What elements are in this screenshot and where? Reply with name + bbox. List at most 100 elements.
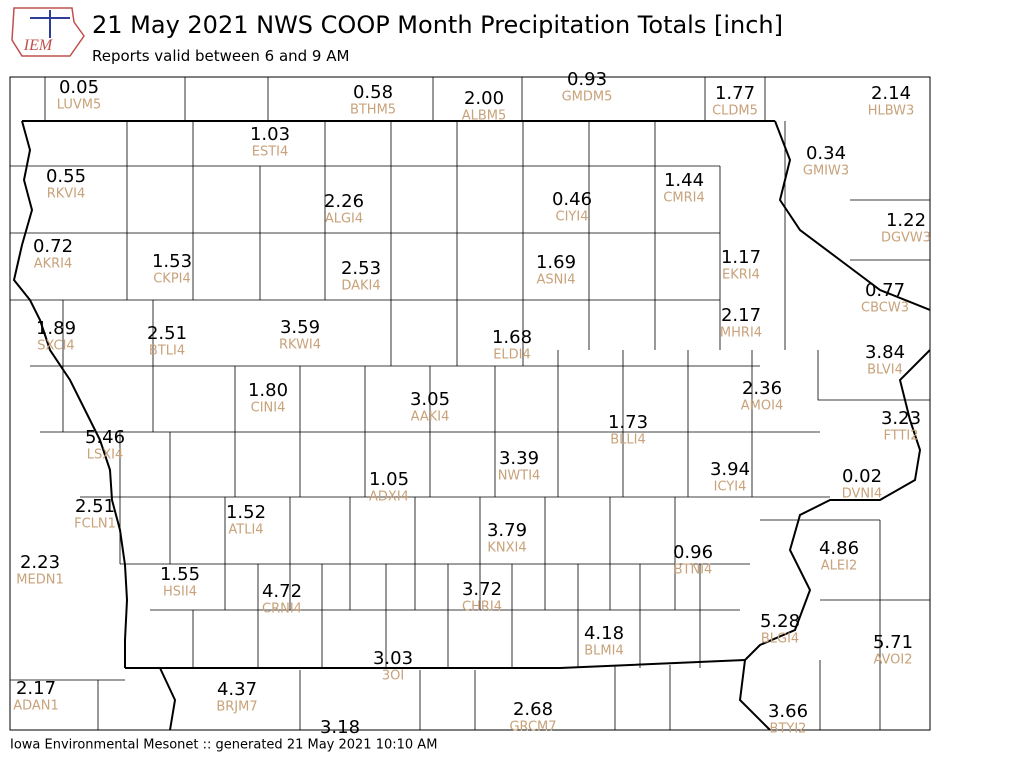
station-id: KNXI4 bbox=[487, 541, 526, 556]
station-value: 1.03 bbox=[250, 124, 290, 145]
station-id: ICYI4 bbox=[714, 480, 747, 495]
station-id: BLMI4 bbox=[584, 644, 623, 659]
station-value: 1.52 bbox=[226, 502, 266, 523]
map-frame bbox=[9, 76, 931, 731]
station-id: NWTI4 bbox=[498, 469, 541, 484]
station-id: ALBM5 bbox=[462, 109, 507, 124]
station-id: HSII4 bbox=[163, 585, 197, 600]
station-value: 3.94 bbox=[710, 459, 750, 480]
station-value: 0.77 bbox=[865, 280, 905, 301]
station-value: 3.59 bbox=[280, 317, 320, 338]
station-value: 4.18 bbox=[584, 623, 624, 644]
station-id: LUVM5 bbox=[57, 98, 102, 113]
station-value: 0.46 bbox=[552, 189, 592, 210]
station-value: 1.05 bbox=[369, 469, 409, 490]
station-id: SXCI4 bbox=[37, 339, 74, 354]
station-value: 2.17 bbox=[16, 678, 56, 699]
station-value: 2.51 bbox=[75, 496, 115, 517]
station-value: 2.17 bbox=[721, 305, 761, 326]
station-value: 5.46 bbox=[85, 427, 125, 448]
station-value: 4.86 bbox=[819, 538, 859, 559]
station-value: 0.05 bbox=[59, 77, 99, 98]
station-value: 3.84 bbox=[865, 342, 905, 363]
station-id: 3OI bbox=[382, 669, 404, 684]
station-id: MEDN1 bbox=[16, 573, 63, 588]
station-id: BRJM7 bbox=[216, 700, 257, 715]
station-value: 1.77 bbox=[715, 83, 755, 104]
station-value: 2.68 bbox=[513, 699, 553, 720]
station-id: FTTI2 bbox=[883, 429, 918, 444]
station-value: 2.23 bbox=[20, 552, 60, 573]
station-id: BTNI4 bbox=[674, 563, 713, 578]
station-id: CBCW3 bbox=[861, 301, 909, 316]
station-id: BTYI2 bbox=[770, 722, 807, 737]
station-id: ALGI4 bbox=[325, 212, 363, 227]
station-id: ASNI4 bbox=[537, 273, 576, 288]
station-value: 3.18 bbox=[320, 717, 360, 738]
station-value: 5.28 bbox=[760, 611, 800, 632]
station-value: 4.37 bbox=[217, 679, 257, 700]
station-id: CKPI4 bbox=[153, 272, 191, 287]
station-value: 1.53 bbox=[152, 251, 192, 272]
station-value: 3.72 bbox=[462, 579, 502, 600]
logo: IEM bbox=[11, 7, 85, 57]
station-value: 0.96 bbox=[673, 542, 713, 563]
station-value: 1.73 bbox=[608, 412, 648, 433]
station-value: 3.39 bbox=[499, 448, 539, 469]
footer: Iowa Environmental Mesonet :: generated … bbox=[10, 738, 437, 753]
station-value: 2.00 bbox=[464, 88, 504, 109]
station-value: 0.02 bbox=[842, 466, 882, 487]
station-id: CMRI4 bbox=[663, 191, 704, 206]
station-value: 3.79 bbox=[487, 520, 527, 541]
station-value: 1.55 bbox=[160, 564, 200, 585]
station-id: ATLI4 bbox=[228, 523, 263, 538]
logo-text: IEM bbox=[23, 37, 54, 54]
station-id: AAKI4 bbox=[411, 410, 450, 425]
station-id: ALEI2 bbox=[821, 559, 857, 574]
station-value: 1.68 bbox=[492, 327, 532, 348]
station-id: GRCM7 bbox=[509, 720, 556, 735]
station-value: 0.72 bbox=[33, 236, 73, 257]
station-id: CHRI4 bbox=[462, 600, 502, 615]
state-borders bbox=[12, 120, 930, 730]
station-id: ESTI4 bbox=[252, 145, 289, 160]
station-value: 2.14 bbox=[871, 83, 911, 104]
station-id: HLBW3 bbox=[868, 104, 915, 119]
station-value: 2.36 bbox=[742, 378, 782, 399]
station-id: ADAN1 bbox=[13, 699, 59, 714]
station-id: ELDI4 bbox=[493, 348, 531, 363]
station-value: 1.69 bbox=[536, 252, 576, 273]
station-id: GMDM5 bbox=[562, 90, 613, 105]
title: 21 May 2021 NWS COOP Month Precipitation… bbox=[92, 11, 783, 39]
station-value: 3.03 bbox=[373, 648, 413, 669]
station-value: 2.51 bbox=[147, 323, 187, 344]
boundaries bbox=[10, 77, 930, 730]
station-value: 1.44 bbox=[664, 170, 704, 191]
station-value: 3.05 bbox=[410, 389, 450, 410]
station-value: 4.72 bbox=[262, 581, 302, 602]
station-value: 0.58 bbox=[353, 82, 393, 103]
station-id: MHRI4 bbox=[720, 326, 762, 341]
station-id: BLGI4 bbox=[761, 632, 799, 647]
station-value: 0.55 bbox=[46, 166, 86, 187]
station-value: 5.71 bbox=[873, 632, 913, 653]
county-lines bbox=[10, 77, 930, 730]
station-id: CIYI4 bbox=[556, 210, 589, 225]
station-value: 0.93 bbox=[567, 69, 607, 90]
station-value: 3.66 bbox=[768, 701, 808, 722]
station-id: ADXI4 bbox=[369, 490, 409, 505]
station-id: DAKI4 bbox=[341, 279, 380, 294]
station-id: BTLI4 bbox=[149, 344, 185, 359]
subtitle: Reports valid between 6 and 9 AM bbox=[92, 47, 349, 65]
station-value: 1.89 bbox=[36, 318, 76, 339]
station-id: CRNI4 bbox=[262, 602, 302, 617]
station-value: 2.53 bbox=[341, 258, 381, 279]
station-value: 3.23 bbox=[881, 408, 921, 429]
station-id: CLDM5 bbox=[712, 104, 758, 119]
station-id: RKVI4 bbox=[47, 187, 86, 202]
station-id: AKRI4 bbox=[34, 257, 73, 272]
